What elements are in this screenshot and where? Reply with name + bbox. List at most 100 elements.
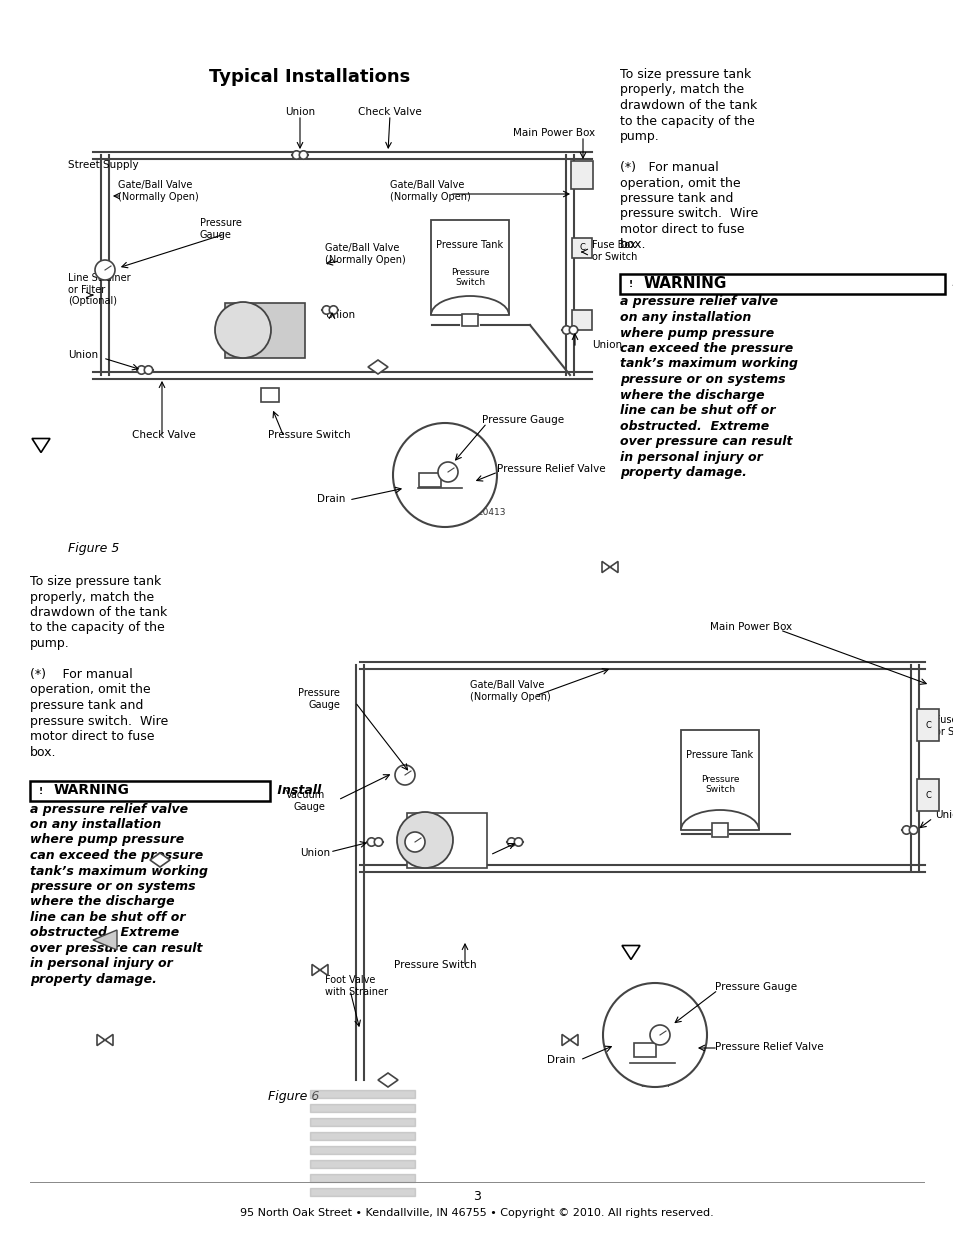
Circle shape — [322, 306, 331, 314]
Text: Fuse Box
or Switch: Fuse Box or Switch — [592, 240, 637, 262]
Circle shape — [144, 366, 152, 374]
Polygon shape — [561, 1035, 578, 1046]
Circle shape — [908, 826, 917, 834]
Text: Install: Install — [273, 783, 321, 797]
Bar — [572, 310, 592, 330]
Text: Gate/Ball Valve
(Normally Open): Gate/Ball Valve (Normally Open) — [325, 243, 405, 264]
Text: Street Supply: Street Supply — [68, 161, 138, 170]
Text: in personal injury or: in personal injury or — [30, 957, 172, 971]
Circle shape — [902, 826, 910, 834]
Text: Union: Union — [68, 350, 98, 359]
Polygon shape — [150, 853, 170, 867]
Circle shape — [569, 326, 578, 335]
Bar — [407, 813, 486, 867]
Text: Pressure Switch: Pressure Switch — [268, 430, 351, 440]
Polygon shape — [92, 930, 117, 950]
Text: C: C — [924, 720, 930, 730]
Text: Figure 5: Figure 5 — [68, 542, 119, 555]
Polygon shape — [97, 1035, 112, 1046]
Text: To size pressure tank: To size pressure tank — [30, 576, 161, 588]
Text: pressure tank and: pressure tank and — [619, 191, 733, 205]
Text: Pressure Tank: Pressure Tank — [686, 750, 753, 760]
Text: line can be shut off or: line can be shut off or — [619, 404, 775, 417]
Circle shape — [137, 366, 146, 374]
Polygon shape — [32, 438, 50, 452]
Bar — [680, 730, 759, 830]
Text: Pressure Switch: Pressure Switch — [394, 960, 476, 969]
Text: drawdown of the tank: drawdown of the tank — [619, 99, 757, 112]
Bar — [711, 823, 727, 837]
Text: Line Strainer
or Filter
(Optional): Line Strainer or Filter (Optional) — [68, 273, 131, 306]
Text: pump.: pump. — [619, 130, 659, 143]
FancyBboxPatch shape — [619, 273, 944, 294]
Text: C: C — [924, 790, 930, 799]
Text: Union: Union — [299, 848, 330, 858]
Text: Pressure
Switch: Pressure Switch — [450, 268, 489, 288]
Circle shape — [405, 832, 424, 852]
Bar — [916, 709, 938, 741]
Text: Pressure Relief Valve: Pressure Relief Valve — [714, 1042, 822, 1052]
Text: Union: Union — [285, 107, 314, 117]
Circle shape — [514, 837, 522, 846]
Bar — [225, 303, 305, 357]
Bar — [572, 238, 592, 258]
Text: obstructed.  Extreme: obstructed. Extreme — [619, 420, 768, 432]
Polygon shape — [377, 1073, 397, 1087]
Bar — [571, 161, 593, 189]
Text: property damage.: property damage. — [30, 973, 156, 986]
Bar — [418, 473, 440, 487]
Text: pressure tank and: pressure tank and — [30, 699, 143, 713]
Circle shape — [374, 837, 382, 846]
Circle shape — [95, 261, 115, 280]
Polygon shape — [601, 562, 618, 573]
Text: Figure 6: Figure 6 — [268, 1091, 319, 1103]
Text: Main Power Box: Main Power Box — [513, 128, 595, 138]
Text: Drain: Drain — [546, 1055, 575, 1065]
Circle shape — [561, 326, 570, 335]
Text: Install: Install — [947, 277, 953, 289]
Polygon shape — [312, 965, 328, 976]
Polygon shape — [621, 946, 639, 960]
Text: over pressure can result: over pressure can result — [619, 435, 792, 448]
Text: to the capacity of the: to the capacity of the — [30, 621, 165, 635]
Text: tank’s maximum working: tank’s maximum working — [619, 357, 797, 370]
Circle shape — [507, 837, 516, 846]
Text: properly, match the: properly, match the — [619, 84, 743, 96]
Text: Gate/Ball Valve
(Normally Open): Gate/Ball Valve (Normally Open) — [118, 180, 198, 201]
Text: Gate/Ball Valve
(Normally Open): Gate/Ball Valve (Normally Open) — [470, 680, 550, 701]
Text: Vacuum
Gauge: Vacuum Gauge — [286, 790, 325, 811]
Text: operation, omit the: operation, omit the — [30, 683, 151, 697]
Text: where pump pressure: where pump pressure — [30, 834, 184, 846]
Polygon shape — [368, 359, 388, 374]
Text: 95 North Oak Street • Kendallville, IN 46755 • Copyright © 2010. All rights rese: 95 North Oak Street • Kendallville, IN 4… — [240, 1208, 713, 1218]
Text: Pressure
Gauge: Pressure Gauge — [200, 219, 242, 240]
Text: operation, omit the: operation, omit the — [619, 177, 740, 189]
Text: motor direct to fuse: motor direct to fuse — [30, 730, 154, 743]
Text: Fuse Box
or Switch: Fuse Box or Switch — [934, 715, 953, 736]
Text: Union: Union — [455, 848, 484, 858]
Text: Foot Valve
with Strainer: Foot Valve with Strainer — [325, 974, 388, 997]
Text: to the capacity of the: to the capacity of the — [619, 115, 754, 127]
Text: in personal injury or: in personal injury or — [619, 451, 762, 463]
FancyBboxPatch shape — [30, 781, 270, 800]
Text: To size pressure tank: To size pressure tank — [619, 68, 750, 82]
Text: on any installation: on any installation — [619, 311, 750, 324]
Circle shape — [602, 983, 706, 1087]
Text: Check Valve: Check Valve — [132, 430, 195, 440]
Text: can exceed the pressure: can exceed the pressure — [619, 342, 792, 354]
Text: motor direct to fuse: motor direct to fuse — [619, 224, 743, 236]
Text: Union: Union — [592, 340, 621, 350]
Text: pump.: pump. — [30, 637, 70, 650]
Text: box.: box. — [30, 746, 56, 758]
Text: pressure or on systems: pressure or on systems — [619, 373, 785, 387]
Text: can exceed the pressure: can exceed the pressure — [30, 848, 203, 862]
Text: 3: 3 — [473, 1191, 480, 1203]
Text: properly, match the: properly, match the — [30, 590, 154, 604]
Text: drawdown of the tank: drawdown of the tank — [30, 606, 167, 619]
Text: C: C — [578, 243, 584, 252]
Text: !: ! — [628, 280, 633, 289]
Circle shape — [396, 811, 453, 868]
Circle shape — [299, 151, 308, 159]
Circle shape — [329, 306, 337, 314]
Bar — [461, 314, 477, 326]
